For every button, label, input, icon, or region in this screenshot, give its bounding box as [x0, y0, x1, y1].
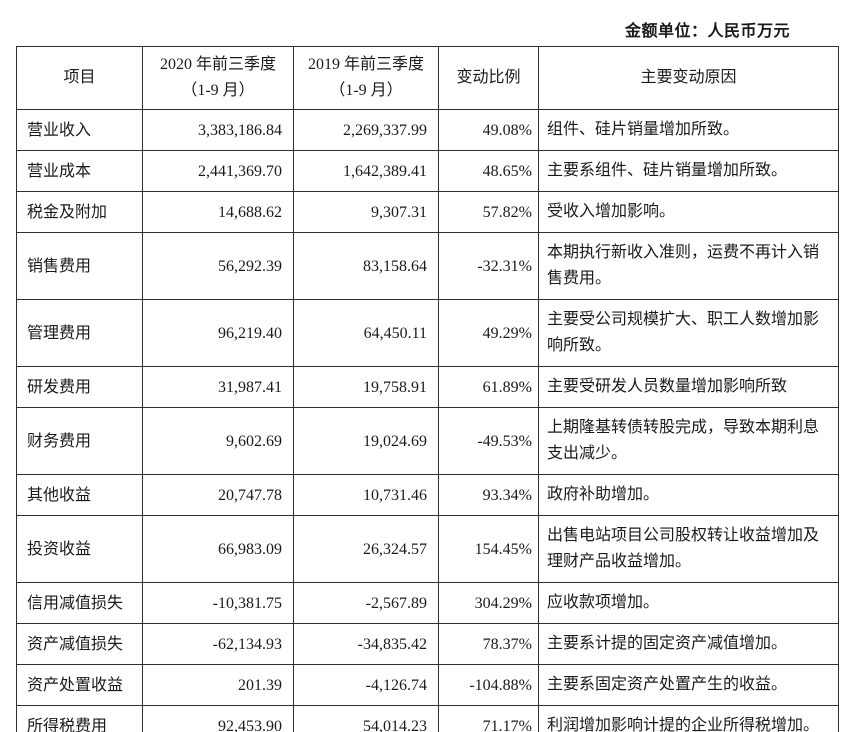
- value-2020: 66,983.09: [142, 515, 294, 583]
- change-ratio: 78.37%: [438, 623, 539, 665]
- value-2020: 31,987.41: [142, 366, 294, 408]
- amount-unit-label: 金额单位：人民币万元: [624, 23, 790, 40]
- item-name: 投资收益: [16, 515, 143, 583]
- table-header-row: 项目 2020 年前三季度 （1-9 月） 2019 年前三季度 （1-9 月）…: [16, 46, 839, 110]
- item-name: 营业收入: [16, 109, 143, 151]
- value-2019: -4,126.74: [293, 664, 439, 706]
- change-ratio: 93.34%: [438, 474, 539, 516]
- value-2020: -10,381.75: [142, 582, 294, 624]
- change-reason: 主要受公司规模扩大、职工人数增加影响所致。: [538, 299, 839, 367]
- header-main-reason: 主要变动原因: [538, 46, 839, 110]
- value-2019: 26,324.57: [293, 515, 439, 583]
- table-row: 投资收益 66,983.09 26,324.57 154.45% 出售电站项目公司股权转…: [16, 515, 839, 583]
- table-row: 研发费用 31,987.41 19,758.91 61.89% 主要受研发人员数量增加影…: [16, 366, 839, 408]
- change-reason: 主要系组件、硅片销量增加所致。: [538, 150, 839, 192]
- value-2019: 19,024.69: [293, 407, 439, 475]
- table-row: 信用减值损失 -10,381.75 -2,567.89 304.29% 应收款项增加。: [16, 582, 839, 624]
- item-name: 财务费用: [16, 407, 143, 475]
- change-ratio: 49.08%: [438, 109, 539, 151]
- header-2019-period: 2019 年前三季度 （1-9 月）: [293, 46, 439, 110]
- change-ratio: 48.65%: [438, 150, 539, 192]
- item-name: 销售费用: [16, 232, 143, 300]
- value-2019: 64,450.11: [293, 299, 439, 367]
- header-change-ratio: 变动比例: [438, 46, 539, 110]
- financial-comparison-table: 项目 2020 年前三季度 （1-9 月） 2019 年前三季度 （1-9 月）…: [16, 46, 839, 732]
- value-2019: 10,731.46: [293, 474, 439, 516]
- item-name: 税金及附加: [16, 191, 143, 233]
- change-ratio: -104.88%: [438, 664, 539, 706]
- value-2020: -62,134.93: [142, 623, 294, 665]
- item-name: 营业成本: [16, 150, 143, 192]
- table-row: 其他收益 20,747.78 10,731.46 93.34% 政府补助增加。: [16, 474, 839, 516]
- item-name: 所得税费用: [16, 705, 143, 732]
- change-reason: 利润增加影响计提的企业所得税增加。: [538, 705, 839, 732]
- table-row: 营业收入 3,383,186.84 2,269,337.99 49.08% 组件、硅片销…: [16, 109, 839, 151]
- change-ratio: 49.29%: [438, 299, 539, 367]
- item-name: 资产减值损失: [16, 623, 143, 665]
- change-reason: 出售电站项目公司股权转让收益增加及理财产品收益增加。: [538, 515, 839, 583]
- value-2020: 96,219.40: [142, 299, 294, 367]
- change-reason: 本期执行新收入准则，运费不再计入销售费用。: [538, 232, 839, 300]
- value-2020: 56,292.39: [142, 232, 294, 300]
- value-2019: 83,158.64: [293, 232, 439, 300]
- change-reason: 主要系计提的固定资产减值增加。: [538, 623, 839, 665]
- change-ratio: 57.82%: [438, 191, 539, 233]
- value-2020: 2,441,369.70: [142, 150, 294, 192]
- table-row: 所得税费用 92,453.90 54,014.23 71.17% 利润增加影响计提的企业…: [16, 705, 839, 732]
- value-2019: -2,567.89: [293, 582, 439, 624]
- change-reason: 组件、硅片销量增加所致。: [538, 109, 839, 151]
- value-2019: 19,758.91: [293, 366, 439, 408]
- table-row: 财务费用 9,602.69 19,024.69 -49.53% 上期隆基转债转股完成，导…: [16, 407, 839, 475]
- header-item: 项目: [16, 46, 143, 110]
- table-row: 税金及附加 14,688.62 9,307.31 57.82% 受收入增加影响。: [16, 191, 839, 233]
- change-reason: 上期隆基转债转股完成，导致本期利息支出减少。: [538, 407, 839, 475]
- change-reason: 政府补助增加。: [538, 474, 839, 516]
- change-ratio: -32.31%: [438, 232, 539, 300]
- item-name: 研发费用: [16, 366, 143, 408]
- value-2019: 54,014.23: [293, 705, 439, 732]
- change-ratio: 61.89%: [438, 366, 539, 408]
- change-reason: 主要受研发人员数量增加影响所致: [538, 366, 839, 408]
- value-2020: 92,453.90: [142, 705, 294, 732]
- table-row: 资产减值损失 -62,134.93 -34,835.42 78.37% 主要系计提的固定…: [16, 623, 839, 665]
- change-reason: 主要系固定资产处置产生的收益。: [538, 664, 839, 706]
- value-2019: 9,307.31: [293, 191, 439, 233]
- table-row: 营业成本 2,441,369.70 1,642,389.41 48.65% 主要系组件、…: [16, 150, 839, 192]
- change-reason: 应收款项增加。: [538, 582, 839, 624]
- item-name: 资产处置收益: [16, 664, 143, 706]
- header-2020-period: 2020 年前三季度 （1-9 月）: [142, 46, 294, 110]
- value-2020: 201.39: [142, 664, 294, 706]
- value-2020: 14,688.62: [142, 191, 294, 233]
- table-row: 销售费用 56,292.39 83,158.64 -32.31% 本期执行新收入准则，运…: [16, 232, 839, 300]
- change-reason: 受收入增加影响。: [538, 191, 839, 233]
- value-2020: 9,602.69: [142, 407, 294, 475]
- table-row: 资产处置收益 201.39 -4,126.74 -104.88% 主要系固定资产处置产生…: [16, 664, 839, 706]
- value-2019: 2,269,337.99: [293, 109, 439, 151]
- value-2020: 3,383,186.84: [142, 109, 294, 151]
- table-row: 管理费用 96,219.40 64,450.11 49.29% 主要受公司规模扩大、职工…: [16, 299, 839, 367]
- value-2020: 20,747.78: [142, 474, 294, 516]
- value-2019: 1,642,389.41: [293, 150, 439, 192]
- change-ratio: 71.17%: [438, 705, 539, 732]
- change-ratio: 154.45%: [438, 515, 539, 583]
- value-2019: -34,835.42: [293, 623, 439, 665]
- change-ratio: -49.53%: [438, 407, 539, 475]
- item-name: 信用减值损失: [16, 582, 143, 624]
- item-name: 其他收益: [16, 474, 143, 516]
- change-ratio: 304.29%: [438, 582, 539, 624]
- item-name: 管理费用: [16, 299, 143, 367]
